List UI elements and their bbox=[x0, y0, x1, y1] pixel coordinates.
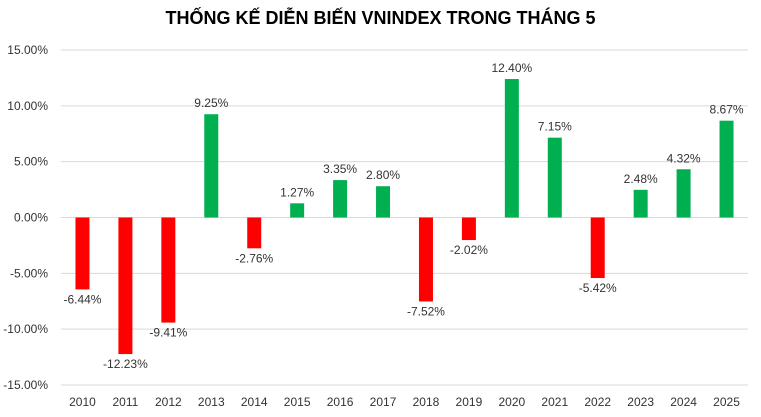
x-tick-label: 2022 bbox=[584, 395, 611, 409]
x-tick-label: 2023 bbox=[627, 395, 654, 409]
bar bbox=[461, 217, 476, 241]
x-tick-label: 2021 bbox=[541, 395, 568, 409]
bar bbox=[75, 217, 90, 290]
bar bbox=[204, 114, 219, 218]
x-tick-label: 2011 bbox=[113, 395, 139, 409]
x-tick-label: 2024 bbox=[670, 395, 697, 409]
data-label: 2.80% bbox=[366, 168, 400, 182]
data-label: 8.67% bbox=[710, 103, 744, 117]
x-tick-label: 2015 bbox=[284, 395, 311, 409]
data-label: -7.52% bbox=[407, 304, 445, 318]
data-label: 7.15% bbox=[538, 120, 572, 134]
y-tick-label: 0.00% bbox=[14, 211, 48, 225]
x-tick-label: 2016 bbox=[327, 395, 354, 409]
data-label: -5.42% bbox=[579, 281, 617, 295]
data-label: -2.02% bbox=[450, 243, 488, 257]
data-label: -12.23% bbox=[103, 357, 148, 371]
y-tick-label: -15.00% bbox=[3, 378, 48, 392]
y-tick-label: 15.00% bbox=[7, 43, 48, 57]
x-tick-label: 2025 bbox=[713, 395, 740, 409]
bar bbox=[719, 120, 734, 218]
bar bbox=[333, 180, 348, 218]
bar bbox=[118, 217, 133, 355]
data-label: 1.27% bbox=[280, 185, 314, 199]
bar bbox=[547, 137, 562, 218]
y-tick-label: -5.00% bbox=[10, 266, 48, 280]
x-tick-label: 2017 bbox=[370, 395, 397, 409]
x-tick-label: 2020 bbox=[498, 395, 525, 409]
bar bbox=[247, 217, 262, 249]
x-tick-label: 2012 bbox=[155, 395, 182, 409]
data-label: 2.48% bbox=[624, 172, 658, 186]
bar bbox=[376, 186, 391, 218]
y-tick-label: 10.00% bbox=[7, 99, 48, 113]
bar bbox=[418, 217, 433, 302]
bar bbox=[676, 169, 691, 218]
x-tick-label: 2014 bbox=[241, 395, 268, 409]
data-label: 9.25% bbox=[194, 96, 228, 110]
data-label: -9.41% bbox=[149, 326, 187, 340]
y-tick-label: -10.00% bbox=[3, 322, 48, 336]
bar bbox=[504, 79, 519, 218]
x-tick-label: 2010 bbox=[69, 395, 96, 409]
x-tick-label: 2013 bbox=[198, 395, 225, 409]
bar bbox=[161, 217, 176, 323]
bar bbox=[590, 217, 605, 279]
x-tick-label: 2018 bbox=[413, 395, 440, 409]
data-label: -2.76% bbox=[235, 251, 273, 265]
x-tick-label: 2019 bbox=[456, 395, 483, 409]
data-label: 4.32% bbox=[667, 151, 701, 165]
y-tick-label: 5.00% bbox=[14, 155, 48, 169]
data-label: -6.44% bbox=[63, 292, 101, 306]
data-label: 12.40% bbox=[491, 61, 532, 75]
bar bbox=[633, 189, 648, 218]
chart-title: THỐNG KẾ DIỄN BIẾN VNINDEX TRONG THÁNG 5 bbox=[165, 8, 596, 28]
data-label: 3.35% bbox=[323, 162, 357, 176]
bar bbox=[290, 203, 305, 218]
